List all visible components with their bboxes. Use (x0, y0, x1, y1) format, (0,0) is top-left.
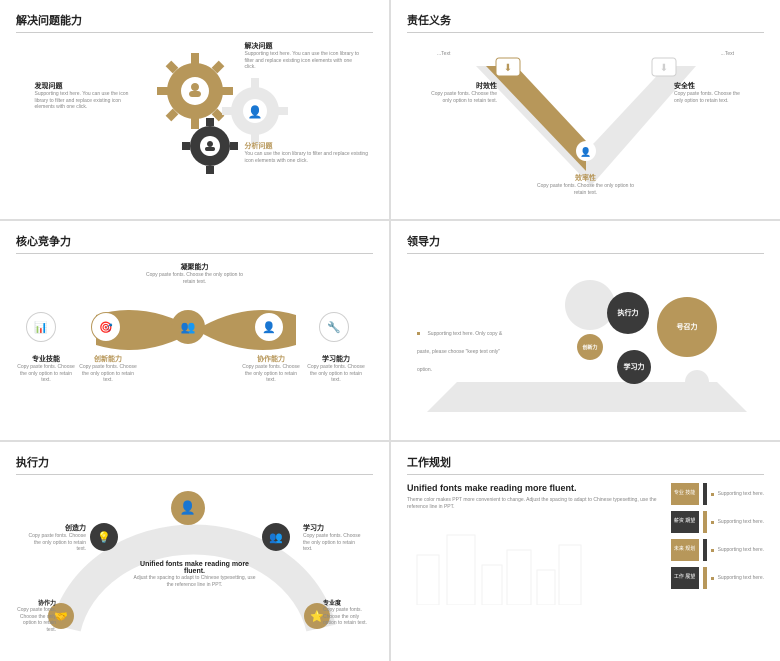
label-text: 发现问题 (35, 81, 135, 91)
circle-1: 📊 (26, 312, 56, 342)
label-solve: 解决问题 Supporting text here. You can use t… (245, 41, 365, 71)
row-label: 未来 规划 (671, 539, 699, 561)
label-desc: Copy paste fonts. Choose the only option… (427, 91, 497, 104)
bubble-chart: Supporting text here. Only copy & paste,… (407, 262, 764, 422)
label-collab: 协作能力Copy paste fonts. Choose the only op… (241, 354, 301, 384)
label-text: 解决问题 (245, 41, 365, 51)
top-left-text: ...Text (437, 51, 450, 58)
circle-2: 🎯 (91, 312, 121, 342)
city-skyline (407, 525, 587, 605)
label-efficiency: 效率性 Copy paste fonts. Choose the only op… (531, 173, 641, 196)
row-text: Supporting text here. (718, 575, 764, 582)
bubble-innov: 创新力 (577, 334, 603, 360)
side-note: Supporting text here. Only copy & paste,… (417, 322, 507, 376)
slide-grid: 解决问题能力 👤 发现问题 Supporting text here. You … (0, 0, 780, 661)
slide-problem-solving: 解决问题能力 👤 发现问题 Supporting text here. You … (0, 0, 389, 219)
center-text: Unified fonts make reading more fluent. … (130, 561, 260, 588)
plan-heading: Unified fonts make reading more fluent. (407, 483, 661, 493)
label-desc: Copy paste fonts. Choose the only option… (531, 183, 641, 196)
slide-leadership: 领导力 Supporting text here. Only copy & pa… (391, 221, 780, 440)
plan-desc: Theme color makes PPT more convenient to… (407, 497, 661, 510)
label-prof: 专业度Copy paste fonts. Choose the only opt… (323, 598, 373, 627)
label-professional: 专业技能Copy paste fonts. Choose the only op… (16, 354, 76, 384)
label-text: 时效性 (427, 81, 497, 91)
row-text: Supporting text here. (718, 491, 764, 498)
top-right-text: ...Text (721, 51, 734, 58)
label-safety: 安全性 Copy paste fonts. Choose the only op… (674, 81, 744, 104)
label-text: 分析问题 (245, 141, 375, 151)
label-time: 时效性 Copy paste fonts. Choose the only op… (427, 81, 497, 104)
circle-center: 👥 (171, 310, 205, 344)
arc-tl: 💡 (90, 523, 118, 551)
label-desc: Supporting text here. You can use the ic… (35, 91, 135, 111)
label-desc: Copy paste fonts. Choose the only option… (145, 272, 245, 285)
label-analyze: 分析问题 You can use the icon library to fil… (245, 141, 375, 164)
plan-row: 专业 技能 Supporting text here. (671, 483, 764, 505)
arc-top: 👤 (171, 491, 205, 525)
plan-row: 未来 规划 Supporting text here. (671, 539, 764, 561)
label-desc: Copy paste fonts. Choose the only option… (674, 91, 744, 104)
gear-diagram: 👤 发现问题 Supporting text here. You can use… (35, 41, 355, 181)
triangle-diagram: ⬇ ⬇ 👤 ...Text ...Text 时效性 Copy paste fon… (407, 41, 764, 191)
arc-diagram: 👤 💡 👥 🤝 ⭐ 创造力Copy paste fonts. Choose th… (16, 483, 373, 643)
label-collab: 协作力Copy paste fonts. Choose the only opt… (16, 598, 56, 633)
slide-title: 核心竞争力 (16, 233, 373, 254)
svg-text:👤: 👤 (580, 146, 591, 157)
plan-text: Unified fonts make reading more fluent. … (407, 483, 661, 633)
row-label: 工作 展望 (671, 567, 699, 589)
svg-text:⬇: ⬇ (503, 63, 511, 74)
slide-core-competence: 核心竞争力 凝聚能力 Copy paste fonts. Choose the … (0, 221, 389, 440)
triangle-shape: ⬇ ⬇ 👤 (466, 56, 706, 186)
slide-title: 领导力 (407, 233, 764, 254)
label-learning: 学习能力Copy paste fonts. Choose the only op… (306, 354, 366, 384)
row-label: 薪资 期望 (671, 511, 699, 533)
row-text: Supporting text here. (718, 547, 764, 554)
label-desc: Supporting text here. You can use the ic… (245, 51, 365, 71)
label-create: 创造力Copy paste fonts. Choose the only opt… (26, 523, 86, 553)
row-divider (703, 511, 707, 533)
slide-title: 解决问题能力 (16, 12, 373, 33)
label-text: 效率性 (531, 173, 641, 183)
slide-execution: 执行力 👤 💡 👥 🤝 ⭐ 创造力Copy paste fonts. Choos… (0, 442, 389, 661)
row-label: 专业 技能 (671, 483, 699, 505)
slide-title: 工作规划 (407, 454, 764, 475)
plan-layout: Unified fonts make reading more fluent. … (407, 483, 764, 633)
svg-text:👤: 👤 (247, 105, 262, 119)
bubble-bg2 (685, 370, 709, 394)
row-text: Supporting text here. (718, 519, 764, 526)
bubble-exec: 执行力 (607, 292, 649, 334)
row-divider (703, 483, 707, 505)
label-discover: 发现问题 Supporting text here. You can use t… (35, 81, 135, 111)
row-divider (703, 567, 707, 589)
bubble-appeal: 号召力 (657, 297, 717, 357)
plan-row: 工作 展望 Supporting text here. (671, 567, 764, 589)
bubble-learn: 学习力 (617, 350, 651, 384)
row-divider (703, 539, 707, 561)
dark-gear (180, 116, 240, 176)
label-text: 凝聚能力 (145, 262, 245, 272)
slide-responsibility: 责任义务 ⬇ ⬇ 👤 ...Text ...Text 时效性 Copy past… (391, 0, 780, 219)
slide-work-plan: 工作规划 Unified fonts make reading more flu… (391, 442, 780, 661)
circle-5: 🔧 (319, 312, 349, 342)
plan-rows: 专业 技能 Supporting text here. 薪资 期望 Supporti… (671, 483, 764, 633)
plan-row: 薪资 期望 Supporting text here. (671, 511, 764, 533)
slide-title: 执行力 (16, 454, 373, 475)
label-innovation: 创新能力Copy paste fonts. Choose the only op… (78, 354, 138, 384)
label-learn: 学习力Copy paste fonts. Choose the only opt… (303, 523, 363, 553)
flow-diagram: 凝聚能力 Copy paste fonts. Choose the only o… (16, 262, 373, 402)
label-cohesion: 凝聚能力 Copy paste fonts. Choose the only o… (145, 262, 245, 285)
svg-text:⬇: ⬇ (659, 63, 667, 74)
label-text: 安全性 (674, 81, 744, 91)
slide-title: 责任义务 (407, 12, 764, 33)
circle-4: 👤 (254, 312, 284, 342)
label-desc: You can use the icon library to filter a… (245, 151, 375, 164)
arc-tr: 👥 (262, 523, 290, 551)
